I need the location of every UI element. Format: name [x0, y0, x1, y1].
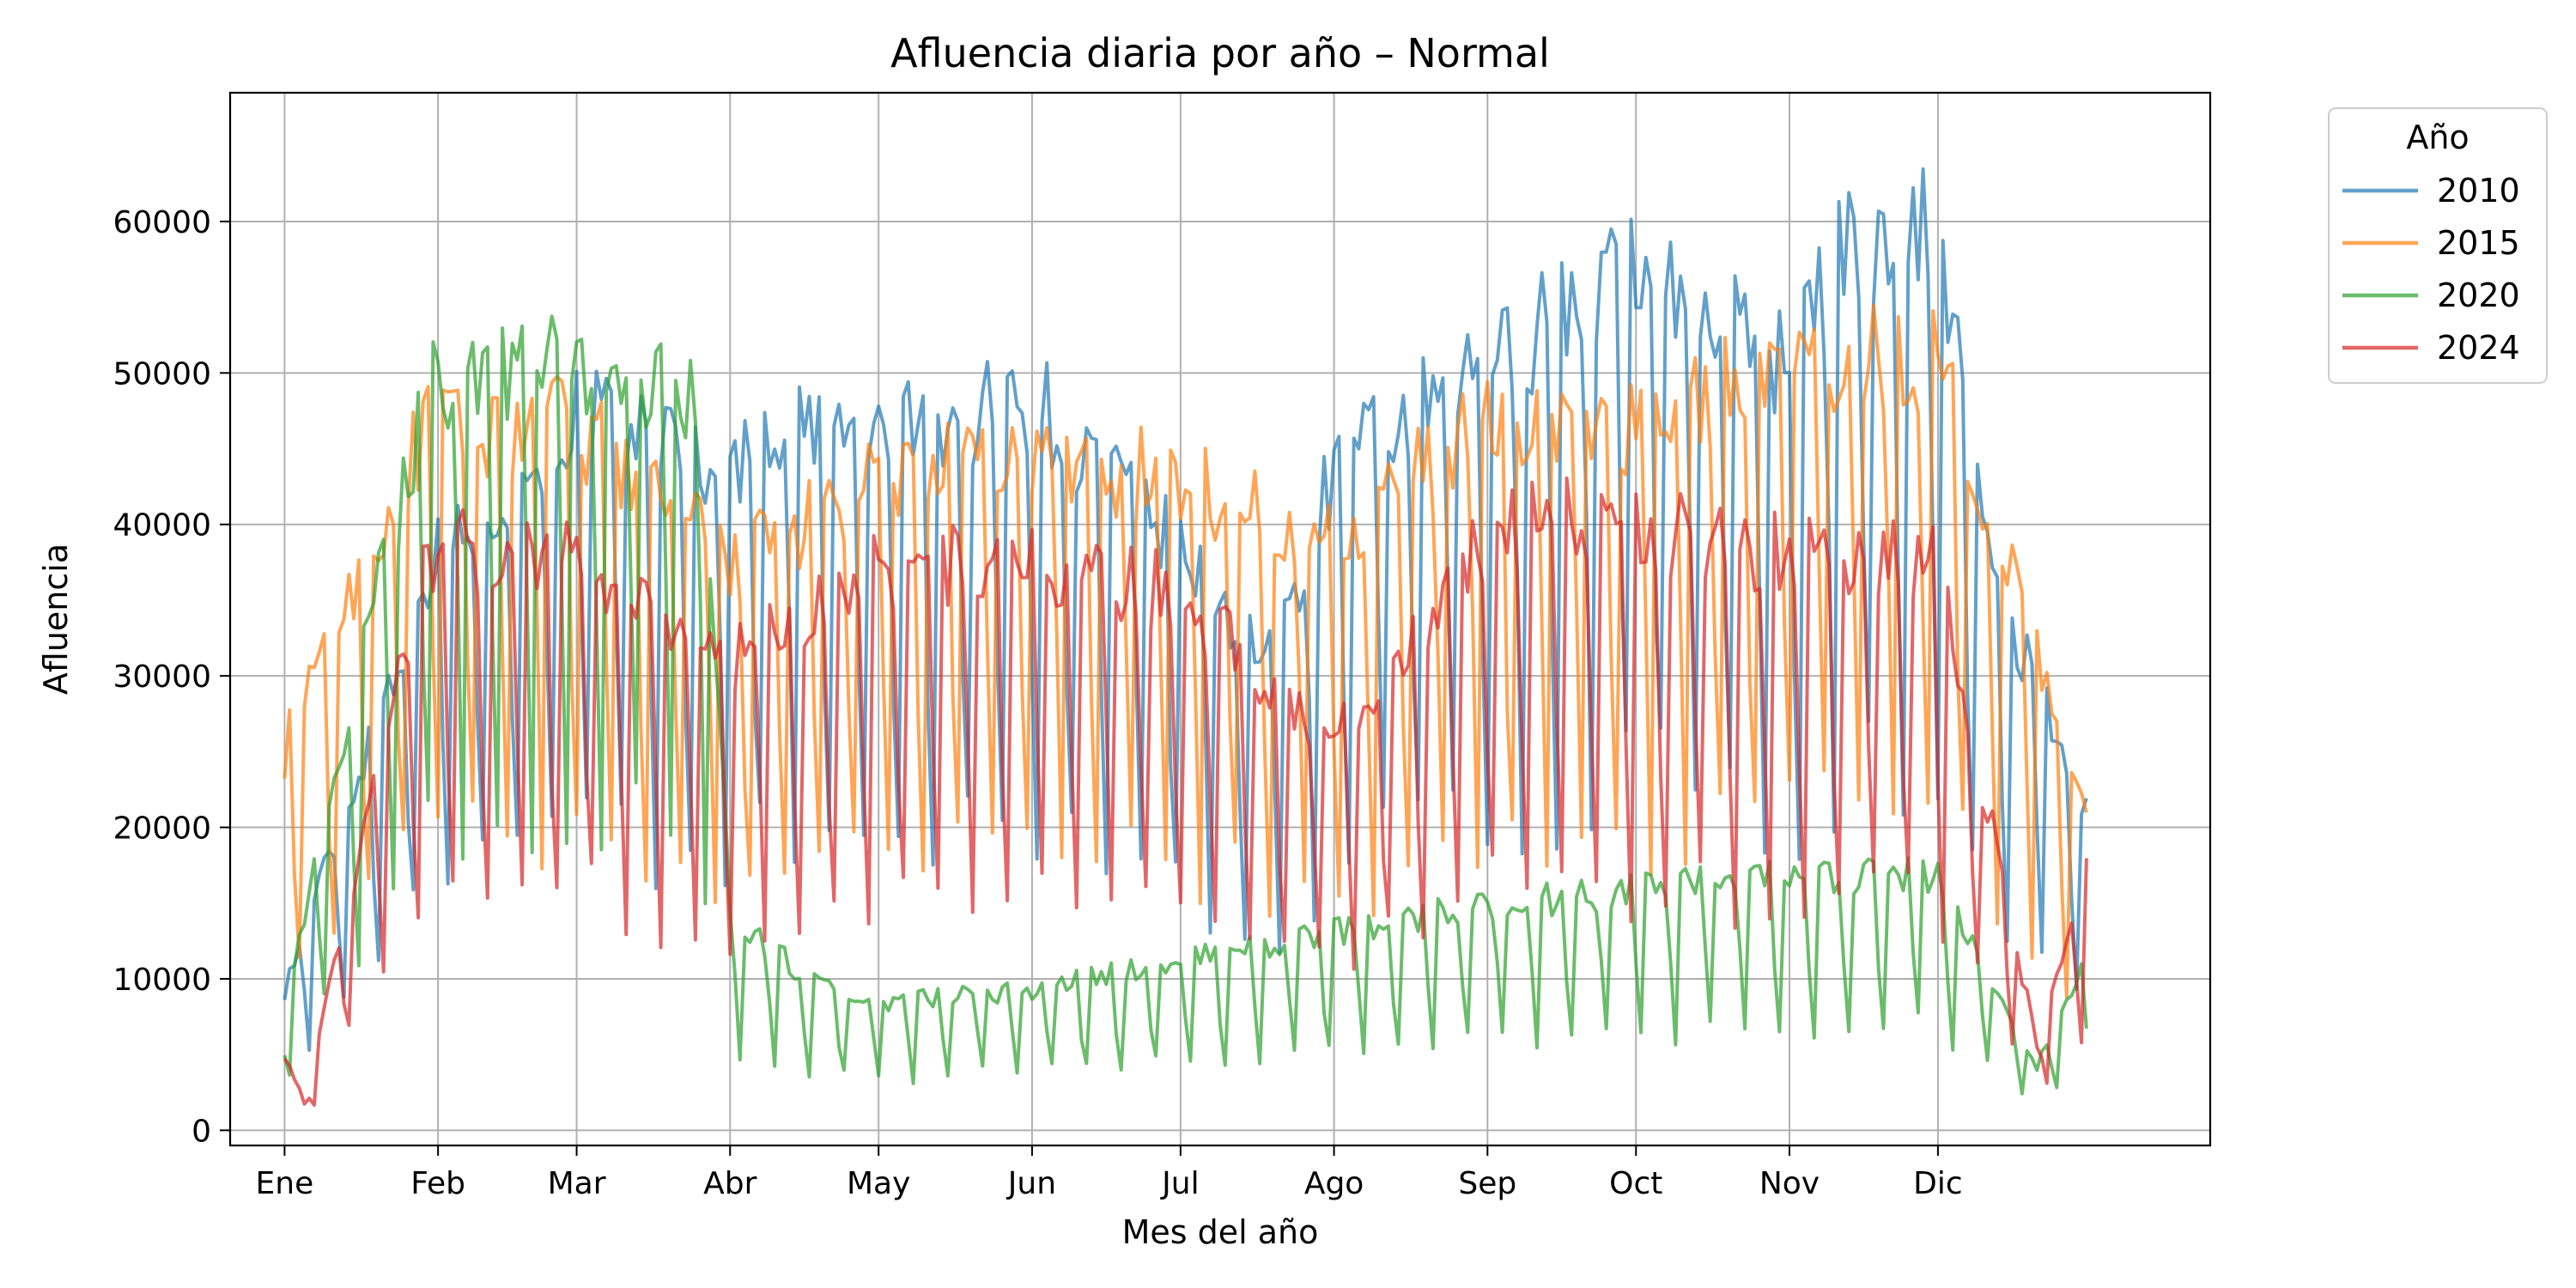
legend-label-2015: 2015 [2437, 224, 2520, 262]
x-tick-label: Mar [548, 1166, 606, 1201]
legend-label-2024: 2024 [2437, 329, 2520, 367]
legend-label-2020: 2020 [2437, 276, 2520, 314]
x-tick-label: Ago [1304, 1166, 1364, 1201]
y-tick-label: 50000 [112, 356, 211, 392]
legend-label-2010: 2010 [2437, 172, 2520, 210]
x-tick-label: Dic [1913, 1166, 1963, 1201]
x-tick-label: Abr [703, 1166, 756, 1201]
y-tick-label: 10000 [112, 963, 211, 998]
x-tick-label: Jun [1006, 1166, 1056, 1201]
x-axis-label: Mes del año [1122, 1213, 1319, 1251]
y-tick-label: 0 [191, 1114, 211, 1149]
x-tick-label: Jul [1160, 1166, 1199, 1201]
y-tick-label: 30000 [112, 659, 211, 695]
y-tick-label: 40000 [112, 508, 211, 544]
y-axis-label: Afluencia [37, 544, 75, 695]
legend-title: Año [2406, 118, 2469, 156]
x-axis: Ene Feb Mar Abr May Jun Jul Ago Sep Oct Nov Dic [256, 1145, 1963, 1201]
series-layer [283, 167, 2088, 1107]
x-tick-label: May [847, 1166, 910, 1201]
series-line-2024 [283, 476, 2088, 1107]
x-tick-label: Sep [1458, 1166, 1516, 1201]
legend-box [2328, 107, 2548, 384]
x-tick-label: Nov [1759, 1166, 1820, 1201]
legend: Año 2010 2015 2020 2024 [2328, 107, 2548, 384]
x-tick-label: Oct [1609, 1166, 1662, 1201]
x-tick-label: Feb [410, 1166, 465, 1201]
plot-frame [228, 91, 2212, 1147]
y-tick-label: 20000 [112, 811, 211, 847]
series-line-2015 [283, 303, 2088, 999]
series-line-2020 [283, 314, 2088, 1096]
legend-items: 2010 2015 2020 2024 [2342, 172, 2520, 367]
y-axis: 0 10000 20000 30000 40000 50000 60000 [112, 205, 230, 1149]
chart-title: Afluencia diaria por año – Normal [890, 30, 1550, 76]
x-tick-label: Ene [256, 1166, 314, 1201]
y-tick-label: 60000 [112, 205, 211, 240]
